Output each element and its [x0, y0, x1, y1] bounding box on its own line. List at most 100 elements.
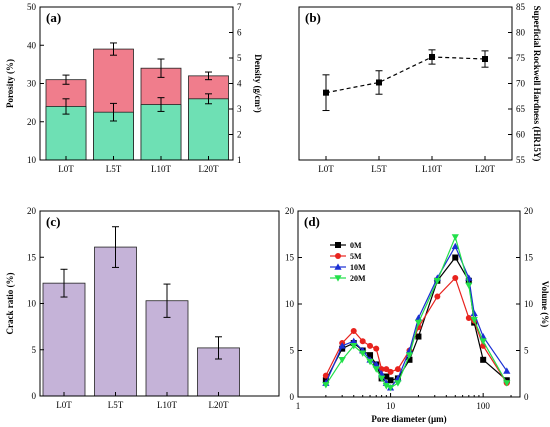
panel-label: (c): [46, 214, 60, 229]
point-L10T: [429, 53, 435, 60]
point-10M-5: [372, 360, 380, 368]
point-20M-0: [322, 382, 330, 389]
bars-group: [42, 226, 240, 397]
point-5M-7: [383, 366, 390, 373]
y-tick-label: 55: [516, 155, 526, 165]
legend-label: 20M: [350, 274, 366, 283]
x-tick-label: L20T: [209, 400, 229, 410]
y-right-tick-label: 0: [524, 392, 529, 402]
point-0M-4: [367, 352, 374, 359]
point-5M-9: [394, 366, 401, 373]
point-0M-11: [415, 333, 422, 340]
y-tick-label: 10: [27, 299, 37, 309]
y-tick-label: 60: [516, 130, 526, 140]
y-right-tick-label: 2: [237, 130, 242, 140]
y-tick-label: 65: [516, 104, 526, 114]
point-10M-1: [338, 342, 346, 349]
y-tick-label: 0: [290, 392, 295, 402]
y-tick-label: 40: [27, 40, 37, 50]
bars-group: [45, 42, 229, 161]
legend-label: 0M: [350, 241, 362, 250]
point-20M-15: [470, 317, 478, 324]
legend-marker-10M: [334, 263, 342, 270]
y-tick-label: 10: [27, 155, 37, 165]
y-tick-label: 5: [32, 345, 37, 355]
series-20M: [322, 234, 511, 392]
point-5M-13: [452, 274, 459, 281]
bar-s1-L10T: [140, 104, 182, 161]
x-tick-label: L0T: [318, 164, 334, 174]
y-tick-label: 75: [516, 53, 526, 63]
x-tick-label: L0T: [58, 164, 74, 174]
point-20M-10: [405, 352, 414, 359]
point-0M-13: [452, 254, 459, 261]
point-5M-2: [350, 327, 357, 334]
point-20M-8: [386, 384, 395, 392]
point-20M-1: [338, 357, 346, 364]
x-tick-label: L5T: [106, 164, 122, 174]
y-axis-label: Volume (%): [540, 281, 550, 327]
y-tick-label: 20: [285, 206, 295, 216]
y-tick-label: 15: [285, 253, 295, 263]
point-5M-0: [322, 372, 329, 379]
point-L20T: [482, 56, 488, 63]
y-right-tick-label: 1: [237, 155, 242, 165]
point-20M-16: [479, 338, 487, 345]
y-right-tick-label: 6: [237, 28, 242, 38]
point-0M-10: [406, 356, 413, 363]
point-20M-7: [382, 383, 390, 390]
point-20M-6: [378, 375, 386, 382]
point-20M-13: [451, 234, 459, 241]
point-20M-11: [414, 319, 423, 327]
y-right-axis-label: Density (g/cm³): [253, 54, 263, 112]
y-right-tick-label: 20: [524, 206, 534, 216]
series-group: [322, 49, 489, 112]
y-tick-label: 85: [516, 2, 526, 12]
y-tick-label: 80: [516, 28, 526, 38]
y-axis-label: Crack ratio (%): [5, 273, 15, 335]
legend-marker-20M: [334, 275, 342, 282]
point-20M-3: [359, 350, 367, 357]
bar-L0T: [42, 282, 86, 397]
y-right-tick-label: 7: [237, 2, 242, 12]
y-tick-label: 50: [27, 2, 37, 12]
y-tick-label: 20: [27, 117, 37, 127]
point-5M-8: [387, 368, 394, 375]
x-axis-label: Pore diameter (µm): [371, 414, 446, 424]
y-tick-label: 30: [27, 79, 37, 89]
point-5M-12: [434, 293, 441, 300]
panel-label: (d): [304, 214, 320, 229]
point-5M-5: [373, 345, 380, 352]
point-5M-14: [465, 314, 472, 321]
point-10M-10: [405, 346, 414, 354]
point-L5T: [376, 79, 382, 86]
point-0M-8: [387, 377, 394, 384]
y-tick-label: 70: [516, 79, 526, 89]
point-L0T: [323, 89, 329, 96]
series-line: [325, 56, 486, 94]
legend: [330, 242, 346, 282]
point-20M-12: [433, 277, 441, 285]
legend-marker-5M: [335, 253, 341, 259]
x-tick-label: L5T: [371, 164, 387, 174]
y-right-tick-label: 3: [237, 104, 242, 114]
point-20M-9: [394, 380, 402, 387]
x-tick-label: 100: [476, 401, 490, 411]
legend-marker-0M: [335, 242, 341, 248]
series-5M: [322, 274, 510, 387]
panel-label: (a): [46, 10, 61, 25]
point-10M-2: [350, 337, 358, 344]
y-right-tick-label: 5: [524, 346, 529, 356]
point-10M-13: [451, 242, 459, 250]
x-tick-label: L10T: [157, 400, 177, 410]
panel-label: (b): [305, 10, 321, 25]
y-right-tick-label: 5: [237, 53, 242, 63]
x-tick-label: L10T: [151, 164, 171, 174]
x-tick-label: L20T: [199, 164, 219, 174]
point-10M-15: [470, 309, 478, 317]
x-tick-label: L10T: [422, 164, 442, 174]
x-tick-label: L5T: [108, 400, 124, 410]
point-5M-4: [367, 342, 374, 349]
y-right-tick-label: 15: [524, 253, 534, 263]
point-20M-5: [372, 366, 380, 373]
